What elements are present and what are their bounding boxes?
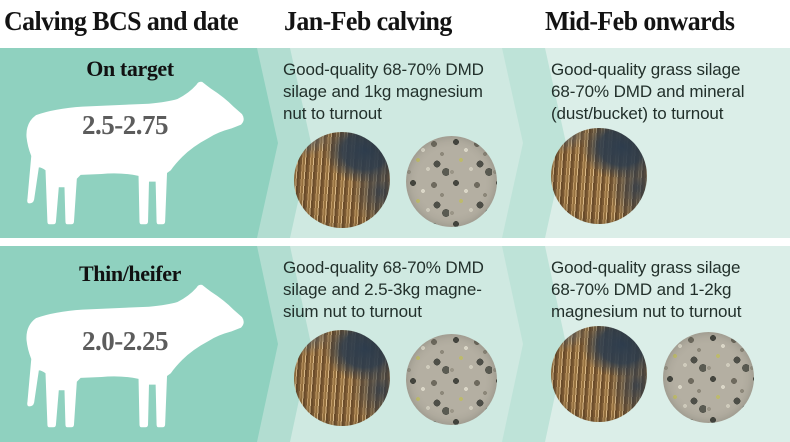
advice-line: Good-quality grass silage — [551, 258, 741, 277]
row-on-target: On target 2.5-2.75 Good-quality 68-70% D… — [0, 48, 790, 238]
advice-line: silage and 2.5-3kg magne- — [283, 280, 482, 299]
cow-silhouette-icon — [26, 81, 244, 225]
silage-photo — [551, 128, 647, 224]
advice-line: nut to turnout — [283, 104, 382, 123]
advice-line: Good-quality grass silage — [551, 60, 741, 79]
header-col-jan-feb: Jan-Feb calving — [284, 6, 452, 36]
header-col-calving-bcs: Calving BCS and date — [4, 6, 239, 36]
jan-feb-advice: Good-quality 68-70% DMD silage and 2.5-3… — [283, 257, 508, 323]
advice-line: Good-quality 68-70% DMD — [283, 258, 484, 277]
magnesium-nuts-photo — [406, 136, 497, 227]
bcs-score: 2.5-2.75 — [82, 110, 169, 140]
magnesium-nuts-photo — [406, 334, 497, 425]
header-col-mid-feb: Mid-Feb onwards — [545, 6, 735, 36]
advice-line: (dust/bucket) to turnout — [551, 104, 724, 123]
category-label: On target — [86, 56, 174, 81]
advice-line: sium nut to turnout — [283, 302, 422, 321]
cow-silhouette-icon — [26, 284, 244, 428]
advice-line: 68-70% DMD and 1-2kg — [551, 280, 732, 299]
category-label: Thin/heifer — [79, 261, 181, 286]
bcs-score: 2.0-2.25 — [82, 326, 169, 356]
advice-line: Good-quality 68-70% DMD — [283, 60, 484, 79]
silage-photo — [294, 132, 390, 228]
jan-feb-advice: Good-quality 68-70% DMD silage and 1kg m… — [283, 59, 508, 125]
mid-feb-advice: Good-quality grass silage 68-70% DMD and… — [551, 59, 786, 125]
advice-line: silage and 1kg magnesium — [283, 82, 483, 101]
silage-photo — [294, 330, 390, 426]
silage-photo — [551, 326, 647, 422]
advice-line: magnesium nut to turnout — [551, 302, 742, 321]
mid-feb-advice: Good-quality grass silage 68-70% DMD and… — [551, 257, 786, 323]
header-row: Calving BCS and date Jan-Feb calving Mid… — [0, 0, 790, 48]
advice-line: 68-70% DMD and mineral — [551, 82, 745, 101]
row-thin-heifer: Thin/heifer 2.0-2.25 Good-quality 68-70%… — [0, 246, 790, 442]
magnesium-nuts-photo — [663, 332, 754, 423]
